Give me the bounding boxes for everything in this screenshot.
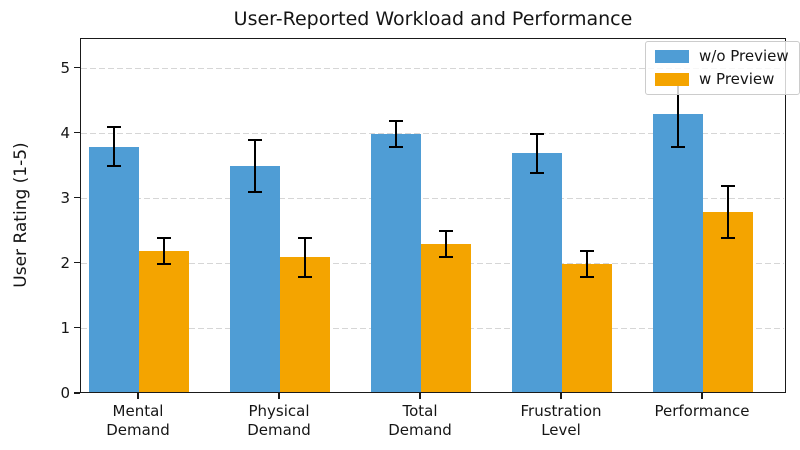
error-bar-line — [304, 237, 306, 277]
bar-w-preview-performance — [703, 211, 753, 393]
gridline-y-5 — [81, 67, 784, 69]
x-category-label-mental-demand: Mental Demand — [106, 402, 170, 439]
x-category-label-physical-demand: Physical Demand — [247, 402, 311, 439]
error-bar-cap-bottom — [248, 191, 262, 194]
y-tick-mark-2 — [74, 261, 80, 264]
x-tick-mark-total-demand — [419, 393, 421, 399]
plot-area — [80, 38, 786, 393]
error-bar-cap-top — [389, 119, 403, 122]
error-bar-line — [586, 250, 588, 277]
legend-item-w-o-preview: w/o Preview — [655, 47, 789, 65]
y-tick-mark-0 — [74, 392, 80, 394]
y-tick-mark-3 — [74, 196, 80, 199]
x-tick-mark-mental-demand — [137, 393, 139, 399]
x-category-label-frustration-level: Frustration Level — [520, 402, 602, 439]
x-category-label-total-demand: Total Demand — [388, 402, 452, 439]
error-bar-line — [677, 81, 679, 147]
legend-swatch-w-o-preview — [655, 49, 689, 63]
error-bar-cap-top — [157, 236, 171, 239]
bar-w-preview-mental-demand — [139, 250, 189, 393]
y-tick-mark-4 — [74, 131, 80, 134]
error-bar-cap-top — [248, 139, 262, 142]
error-bar-cap-bottom — [439, 256, 453, 259]
error-bar-line — [536, 133, 538, 173]
error-bar-line — [395, 120, 397, 147]
y-tick-label-1: 1 — [60, 318, 70, 337]
error-bar-cap-bottom — [671, 145, 685, 148]
gridline-y-3 — [81, 197, 784, 199]
bar-w-o-preview-mental-demand — [89, 146, 139, 393]
x-category-label-performance: Performance — [654, 402, 750, 420]
legend-item-w-preview: w Preview — [655, 70, 789, 88]
x-tick-mark-frustration-level — [560, 393, 562, 399]
y-tick-mark-1 — [74, 326, 80, 329]
x-tick-mark-physical-demand — [278, 393, 280, 399]
y-tick-mark-5 — [74, 66, 80, 69]
error-bar-cap-bottom — [157, 262, 171, 265]
error-bar-cap-top — [298, 236, 312, 239]
error-bar-cap-top — [439, 230, 453, 233]
bar-w-preview-physical-demand — [280, 257, 330, 393]
chart-title: User-Reported Workload and Performance — [233, 8, 633, 30]
bar-w-preview-total-demand — [421, 244, 471, 393]
x-tick-mark-performance — [701, 393, 703, 399]
error-bar-line — [727, 185, 729, 238]
error-bar-line — [445, 231, 447, 258]
error-bar-line — [163, 237, 165, 264]
error-bar-cap-bottom — [107, 165, 121, 168]
y-tick-label-3: 3 — [60, 188, 70, 207]
legend: w/o Preview w Preview — [645, 41, 800, 95]
error-bar-line — [254, 140, 256, 193]
y-tick-label-2: 2 — [60, 253, 70, 272]
bar-w-o-preview-performance — [653, 114, 703, 393]
error-bar-line — [113, 127, 115, 167]
y-tick-label-4: 4 — [60, 123, 70, 142]
bar-w-o-preview-frustration-level — [512, 153, 562, 393]
bar-w-preview-frustration-level — [562, 263, 612, 393]
error-bar-cap-top — [721, 184, 735, 187]
error-bar-cap-top — [530, 132, 544, 135]
error-bar-cap-top — [580, 249, 594, 252]
legend-label-w-preview: w Preview — [699, 70, 775, 88]
legend-swatch-w-preview — [655, 72, 689, 86]
y-tick-label-0: 0 — [60, 384, 70, 402]
bar-w-o-preview-physical-demand — [230, 166, 280, 393]
y-axis-label: User Rating (1-5) — [11, 142, 31, 288]
error-bar-cap-top — [107, 126, 121, 129]
y-tick-label-5: 5 — [60, 58, 70, 77]
error-bar-cap-bottom — [530, 171, 544, 174]
error-bar-cap-bottom — [721, 236, 735, 239]
legend-label-w-o-preview: w/o Preview — [699, 47, 789, 65]
bar-w-o-preview-total-demand — [371, 133, 421, 393]
error-bar-cap-bottom — [298, 275, 312, 278]
error-bar-cap-bottom — [389, 145, 403, 148]
error-bar-cap-bottom — [580, 275, 594, 278]
gridline-y-4 — [81, 132, 784, 134]
